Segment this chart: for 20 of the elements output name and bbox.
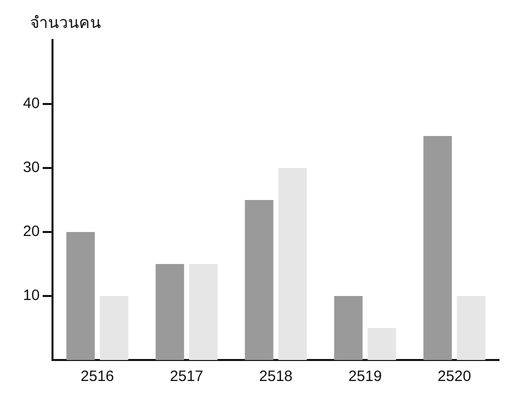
bar bbox=[156, 264, 184, 360]
x-tick-label: 2518 bbox=[259, 368, 293, 386]
bar bbox=[100, 296, 128, 360]
x-tick-label: 2517 bbox=[170, 368, 204, 386]
bar bbox=[278, 168, 307, 360]
y-tick-label: 30 bbox=[22, 159, 40, 176]
y-tick-label: 40 bbox=[22, 95, 40, 112]
y-tick-label: 20 bbox=[22, 223, 40, 240]
bar bbox=[66, 232, 95, 360]
bar bbox=[368, 328, 396, 360]
bar bbox=[189, 264, 218, 360]
bar bbox=[244, 200, 274, 360]
y-axis-title: จำนวนคน bbox=[30, 12, 101, 34]
x-tick-label: 2516 bbox=[80, 368, 114, 386]
x-tick-label: 2519 bbox=[348, 368, 382, 386]
bar bbox=[334, 296, 363, 360]
x-tick-label: 2520 bbox=[438, 368, 472, 386]
bar bbox=[423, 136, 452, 360]
y-tick-label: 10 bbox=[22, 287, 40, 304]
bar bbox=[456, 296, 486, 360]
